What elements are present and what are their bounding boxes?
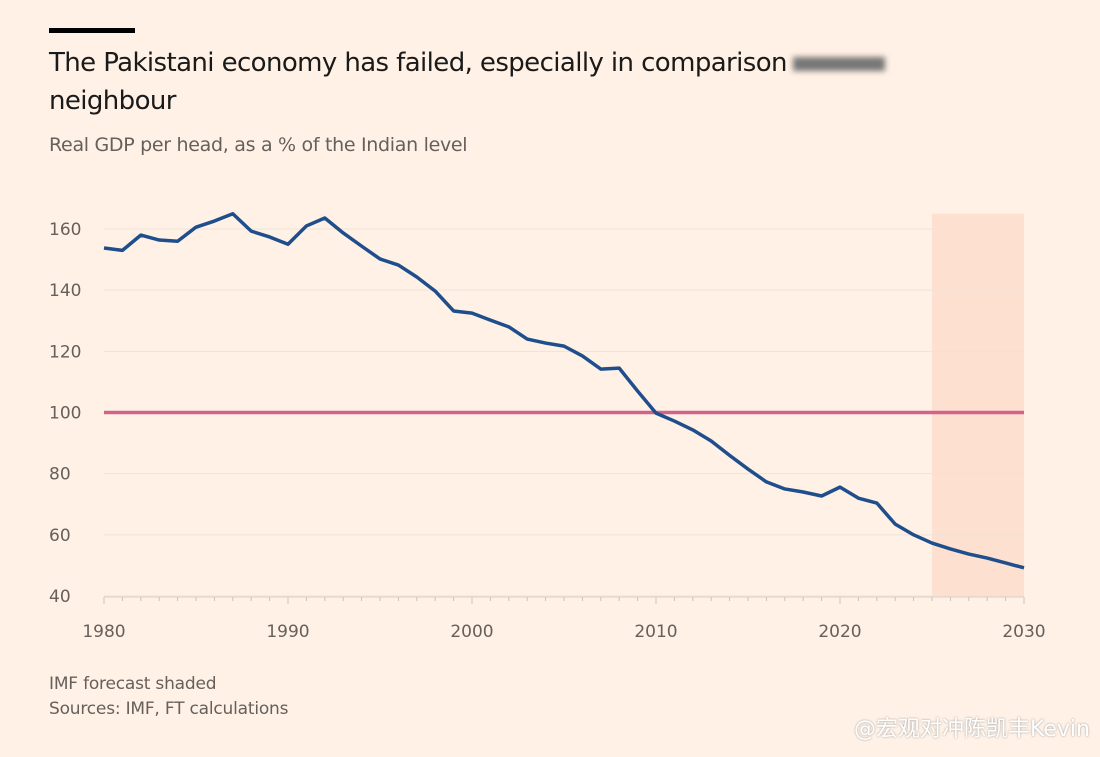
x-tick-label: 2030 (1002, 622, 1045, 642)
y-tick-label: 80 (49, 465, 71, 485)
gdp-per-head-line (103, 211, 1025, 570)
y-tick-label: 120 (49, 342, 81, 362)
x-tick-label: 1980 (82, 622, 125, 642)
title-line-2: neighbour (49, 86, 176, 116)
x-tick-label: 2010 (634, 622, 677, 642)
forecast-shade (932, 213, 1024, 597)
x-tick-label: 2000 (450, 622, 493, 642)
y-tick-label: 40 (49, 587, 71, 607)
chart-subtitle: Real GDP per head, as a % of the Indian … (49, 134, 468, 156)
y-tick-label: 100 (49, 404, 81, 424)
title-line-1: The Pakistani economy has failed, especi… (49, 48, 788, 78)
y-tick-label: 60 (49, 526, 71, 546)
redacted-text (792, 56, 885, 71)
sources-note: Sources: IMF, FT calculations (49, 699, 289, 719)
y-tick-label: 140 (49, 281, 81, 301)
x-tick-label: 1990 (266, 622, 309, 642)
ft-title-bar (49, 28, 135, 33)
chart-title: The Pakistani economy has failed, especi… (49, 44, 885, 120)
x-tick-label: 2020 (818, 622, 861, 642)
y-tick-label: 160 (49, 220, 81, 240)
forecast-note: IMF forecast shaded (49, 674, 217, 694)
watermark: @宏观对冲陈凯丰Kevin (854, 717, 1090, 742)
